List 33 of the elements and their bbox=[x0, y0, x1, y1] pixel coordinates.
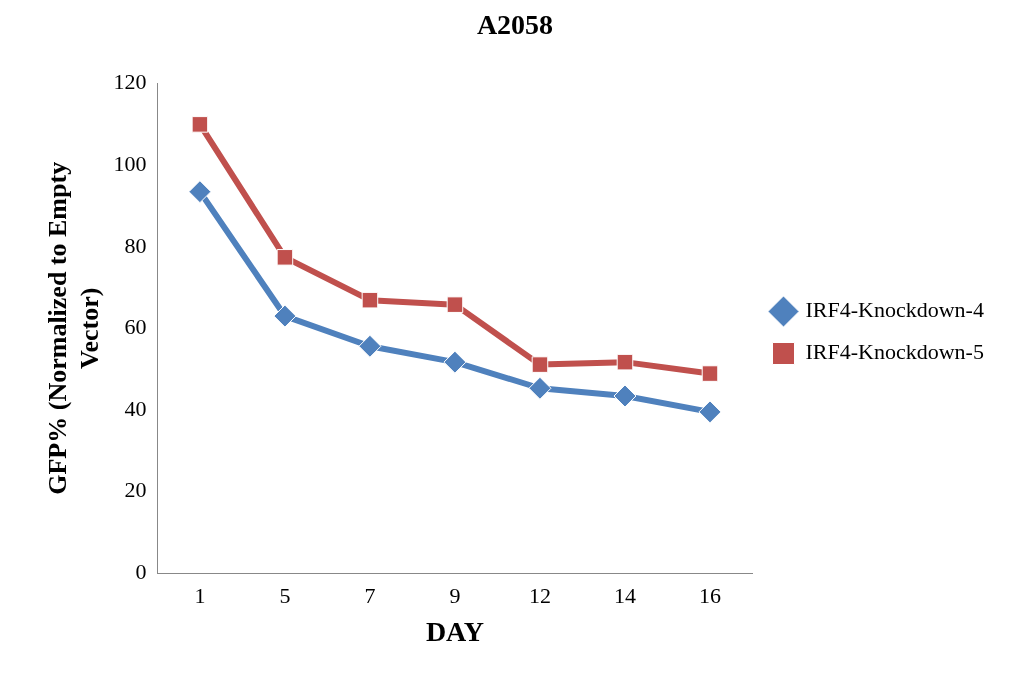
point bbox=[698, 400, 722, 424]
y-tick-label: 40 bbox=[124, 395, 147, 421]
point bbox=[358, 334, 382, 358]
y-tick-label: 60 bbox=[124, 314, 147, 340]
y-axis-title: GFP% (Normalized to Empty Vector) bbox=[43, 161, 104, 495]
point bbox=[616, 353, 634, 371]
y-tick-label: 20 bbox=[124, 477, 147, 503]
point bbox=[191, 116, 209, 133]
point bbox=[613, 384, 637, 408]
x-tick-label: 14 bbox=[613, 582, 636, 608]
x-tick-label: 1 bbox=[194, 582, 206, 608]
legend-label: IRF4-Knockdown-4 bbox=[805, 297, 984, 323]
point bbox=[273, 304, 297, 328]
x-tick-label: 12 bbox=[528, 582, 551, 608]
chart-title: A2058 bbox=[476, 9, 554, 41]
point bbox=[443, 350, 467, 374]
x-axis-title: DAY bbox=[425, 616, 484, 648]
point bbox=[528, 376, 552, 400]
legend-label: IRF4-Knockdown-5 bbox=[805, 339, 984, 365]
x-tick-label: 7 bbox=[364, 582, 376, 608]
x-tick-label: 5 bbox=[279, 582, 291, 608]
y-tick-label: 100 bbox=[113, 150, 147, 176]
point bbox=[276, 249, 294, 266]
point bbox=[361, 291, 379, 309]
y-tick-label: 80 bbox=[124, 232, 147, 258]
y-tick-label: 120 bbox=[113, 69, 147, 95]
point bbox=[446, 296, 464, 313]
point bbox=[531, 356, 549, 373]
point bbox=[701, 365, 719, 382]
y-tick-label: 0 bbox=[135, 558, 147, 584]
x-tick-label: 16 bbox=[698, 582, 721, 608]
x-tick-label: 9 bbox=[449, 582, 461, 608]
point bbox=[188, 180, 212, 204]
